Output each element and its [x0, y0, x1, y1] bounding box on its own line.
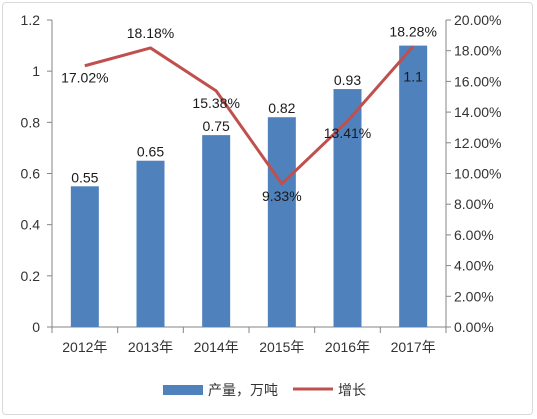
- right-axis-tick-label: 20.00%: [454, 12, 501, 28]
- growth-value-label: 13.41%: [324, 125, 371, 141]
- left-axis-tick-label: 0.4: [21, 217, 41, 233]
- x-axis-tick-label: 2013年: [128, 339, 173, 355]
- left-axis-tick-label: 0.6: [21, 166, 41, 182]
- bar: [399, 45, 428, 327]
- legend-swatch-production: [163, 385, 203, 395]
- bar-value-label: 0.75: [203, 118, 230, 134]
- bar: [136, 160, 165, 327]
- data-labels: 0.55 0.65 0.75 0.82 0.93 1.1 17.02% 18.18% 15.38…: [61, 23, 437, 203]
- bar: [267, 117, 296, 327]
- right-axis-tick-label: 16.00%: [454, 73, 501, 89]
- line-series: [84, 45, 415, 186]
- right-axis-tick-label: 6.00%: [454, 227, 494, 243]
- growth-value-label: 9.33%: [262, 188, 302, 204]
- x-axis-tick-label: 2012年: [62, 339, 107, 355]
- bar-series: [70, 45, 428, 327]
- x-axis-tick-label: 2015年: [259, 339, 304, 355]
- legend-label-growth: 增长: [338, 383, 366, 399]
- bar-value-label: 1.1: [403, 69, 423, 85]
- left-axis-tick-label: 0: [32, 319, 40, 335]
- right-axis-tick-label: 12.00%: [454, 135, 501, 151]
- left-axis-tick-label: 1: [32, 63, 40, 79]
- left-axis-tick-label: 1.2: [21, 12, 41, 28]
- growth-line: [84, 45, 415, 186]
- bar: [202, 135, 231, 327]
- growth-value-label: 15.38%: [192, 95, 239, 111]
- bar: [70, 186, 99, 327]
- right-axis-tick-label: 14.00%: [454, 104, 501, 120]
- left-axis-tick-label: 0.2: [21, 268, 41, 284]
- right-axis-tick-label: 2.00%: [454, 288, 494, 304]
- right-axis-tick-label: 10.00%: [454, 166, 501, 182]
- x-axis-tick-label: 2014年: [194, 339, 239, 355]
- bar-value-label: 0.65: [137, 144, 164, 160]
- right-axis-tick-label: 0.00%: [454, 319, 494, 335]
- right-axis-tick-label: 8.00%: [454, 196, 494, 212]
- growth-value-label: 17.02%: [61, 70, 108, 86]
- legend: 产量，万吨 增长: [163, 383, 366, 399]
- axes: 0 0.2 0.4 0.6 0.8 1 1.2 0.00% 2.00% 4.00% 6.00% 8.0…: [21, 12, 502, 355]
- bar-value-label: 0.93: [334, 72, 361, 88]
- bar-value-label: 0.82: [268, 100, 295, 116]
- legend-label-production: 产量，万吨: [208, 383, 278, 399]
- left-axis-tick-label: 0.8: [21, 114, 41, 130]
- right-axis-tick-label: 4.00%: [454, 258, 494, 274]
- growth-value-label: 18.18%: [127, 25, 174, 41]
- bar-value-label: 0.55: [71, 169, 98, 185]
- growth-value-label: 18.28%: [389, 23, 436, 39]
- right-axis-tick-label: 18.00%: [454, 43, 501, 59]
- x-axis-tick-label: 2017年: [391, 339, 436, 355]
- x-axis-tick-label: 2016年: [325, 339, 370, 355]
